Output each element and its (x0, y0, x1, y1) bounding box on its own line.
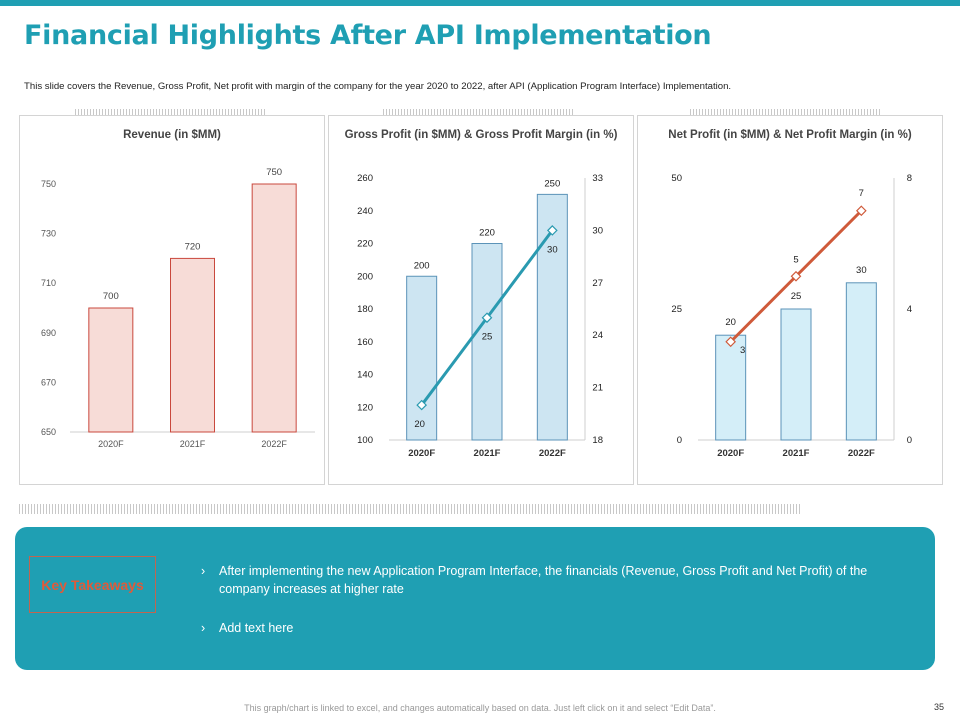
x-tick-label: 2022F (848, 448, 875, 459)
gross-profit-chart-panel: Gross Profit (in $MM) & Gross Profit Mar… (328, 115, 634, 485)
bar-data-label: 30 (856, 265, 867, 276)
y2-tick-label: 30 (592, 225, 603, 236)
line-marker (725, 336, 737, 348)
y2-tick-label: 4 (907, 304, 912, 315)
y2-tick-label: 18 (592, 435, 603, 446)
line-data-label: 7 (859, 188, 864, 199)
y-tick-label: 260 (357, 173, 373, 184)
data-label: 720 (185, 241, 201, 252)
y-tick-label: 690 (41, 328, 56, 338)
page-title: Financial Highlights After API Implement… (24, 20, 712, 51)
y-tick-label: 240 (357, 206, 373, 217)
line-data-label: 3 (740, 345, 745, 356)
gross-profit-chart: 100 120 140 160 180 200 220 240 260 18 21 24 27 30 33 2… (357, 173, 603, 459)
y2-tick-label: 0 (907, 435, 912, 446)
y-tick-label: 140 (357, 370, 373, 381)
divider-hatch (19, 504, 802, 514)
bar-data-label: 25 (791, 291, 802, 302)
line-marker (481, 312, 493, 324)
x-tick-label: 2022F (261, 439, 287, 449)
line-data-label: 25 (482, 332, 493, 343)
divider-hatch (383, 109, 573, 119)
takeaway-item: › After implementing the new Application… (201, 562, 921, 598)
x-tick-label: 2021F (783, 448, 810, 459)
takeaway-item: › Add text here (201, 619, 921, 637)
revenue-bar (88, 307, 134, 433)
data-label: 750 (266, 167, 282, 178)
revenue-chart-panel: Revenue (in $MM) 650 670 690 710 730 750 700 20… (19, 115, 325, 485)
y-tick-label: 220 (357, 239, 373, 250)
bar-data-label: 20 (725, 317, 736, 328)
gross-profit-chart-title: Gross Profit (in $MM) & Gross Profit Mar… (344, 129, 618, 141)
y-tick-label: 650 (41, 427, 56, 437)
y-tick-label: 0 (677, 435, 682, 446)
x-tick-label: 2021F (474, 448, 501, 459)
y-tick-label: 25 (671, 304, 682, 315)
chevron-right-icon: › (201, 564, 206, 578)
x-tick-label: 2021F (180, 439, 206, 449)
revenue-bar (251, 183, 297, 433)
key-takeaways-label: Key Takeaways (29, 556, 156, 613)
chevron-right-icon: › (201, 621, 206, 635)
takeaway-text: Add text here (219, 621, 294, 635)
key-takeaways-panel: Key Takeaways › After implementing the n… (15, 527, 935, 670)
bar-data-label: 220 (479, 228, 495, 239)
takeaway-text: After implementing the new Application P… (219, 564, 868, 596)
footer-note: This graph/chart is linked to excel, and… (244, 703, 716, 713)
y-tick-label: 100 (357, 435, 373, 446)
y2-tick-label: 8 (907, 173, 912, 184)
y-tick-label: 160 (357, 337, 373, 348)
gross-profit-bar (471, 243, 503, 441)
divider-hatch (75, 109, 265, 119)
line-marker (855, 205, 867, 217)
x-tick-label: 2020F (717, 448, 744, 459)
y2-tick-label: 33 (592, 173, 603, 184)
x-tick-label: 2020F (408, 448, 435, 459)
y-tick-label: 180 (357, 304, 373, 315)
x-tick-label: 2020F (98, 439, 124, 449)
net-profit-chart-panel: Net Profit (in $MM) & Net Profit Margin … (637, 115, 943, 485)
top-accent-bar (0, 0, 960, 6)
gross-profit-bar (406, 275, 438, 441)
y-tick-label: 730 (41, 229, 56, 239)
net-profit-bar (715, 334, 747, 441)
line-data-label: 30 (547, 244, 558, 255)
y-tick-label: 120 (357, 402, 373, 413)
line-data-label: 5 (793, 254, 798, 265)
y2-tick-label: 24 (592, 330, 603, 341)
divider-hatch (690, 109, 880, 119)
page-number: 35 (933, 702, 944, 712)
revenue-bar (170, 257, 215, 433)
line-marker (546, 225, 558, 236)
net-profit-chart: 0 25 50 0 4 8 20 2020F 25 2021F 30 2022F 3 5 7 (671, 173, 912, 459)
net-profit-chart-title: Net Profit (in $MM) & Net Profit Margin … (668, 129, 912, 141)
revenue-chart: 650 670 690 710 730 750 700 2020F 720 2021F 750 202… (41, 167, 315, 449)
bar-data-label: 250 (544, 178, 560, 189)
y2-tick-label: 21 (592, 383, 603, 394)
y-tick-label: 750 (41, 179, 56, 189)
y-tick-label: 670 (41, 377, 56, 387)
bar-data-label: 200 (414, 260, 430, 271)
line-data-label: 20 (414, 419, 425, 430)
revenue-chart-title: Revenue (in $MM) (123, 129, 221, 141)
line-marker (790, 270, 802, 282)
page-subtitle: This slide covers the Revenue, Gross Pro… (24, 81, 732, 92)
y-tick-label: 710 (41, 278, 56, 288)
y-tick-label: 200 (357, 271, 373, 282)
net-profit-bar (845, 282, 877, 441)
data-label: 700 (103, 291, 119, 302)
y-tick-label: 50 (671, 173, 682, 184)
y2-tick-label: 27 (592, 278, 603, 289)
line-marker (416, 399, 428, 411)
x-tick-label: 2022F (539, 448, 566, 459)
net-profit-bar (780, 308, 812, 441)
